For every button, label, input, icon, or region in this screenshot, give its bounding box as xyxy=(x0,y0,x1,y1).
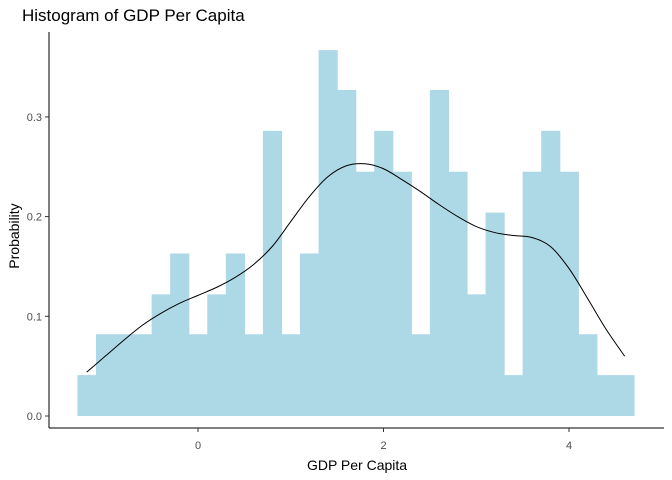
histogram-bar xyxy=(541,130,561,416)
histogram-bar xyxy=(244,334,264,416)
histogram-bar xyxy=(522,171,542,416)
histogram-bars xyxy=(77,50,635,416)
y-axis-title: Probability xyxy=(6,203,22,268)
histogram-bar xyxy=(281,334,301,416)
histogram-bar xyxy=(114,334,134,416)
y-axis-ticks: 0.0 0.1 0.2 0.3 xyxy=(27,112,49,423)
y-tick-label: 0.1 xyxy=(27,311,42,323)
histogram-bar xyxy=(300,253,320,416)
histogram-bar xyxy=(615,375,635,416)
x-axis-title: GDP Per Capita xyxy=(307,457,407,473)
histogram-bar xyxy=(411,334,431,416)
histogram-bar xyxy=(262,130,283,416)
histogram-bar xyxy=(392,171,412,416)
histogram-bar xyxy=(485,212,505,416)
histogram-bar xyxy=(337,89,357,416)
x-axis-ticks: 0 2 4 xyxy=(195,428,572,452)
histogram-bar xyxy=(77,375,97,416)
histogram-bar xyxy=(225,253,245,416)
y-tick-label: 0.0 xyxy=(27,411,42,423)
histogram-bar xyxy=(318,50,338,416)
chart-title: Histogram of GDP Per Capita xyxy=(22,6,245,25)
x-tick-label: 0 xyxy=(195,440,201,452)
x-tick-label: 2 xyxy=(380,440,386,452)
histogram-bar xyxy=(355,171,375,416)
histogram-bar xyxy=(448,171,468,416)
histogram-bar xyxy=(374,130,394,416)
x-tick-label: 4 xyxy=(566,440,572,452)
histogram-bar xyxy=(596,375,616,416)
histogram-bar xyxy=(133,334,153,416)
histogram-bar xyxy=(151,294,171,416)
histogram-bar xyxy=(559,171,579,416)
histogram-bar xyxy=(95,334,116,416)
y-tick-label: 0.3 xyxy=(27,112,42,124)
density-curve xyxy=(86,163,626,373)
histogram-bar xyxy=(504,375,524,416)
histogram-bar xyxy=(170,253,190,416)
y-tick-label: 0.2 xyxy=(27,212,42,224)
histogram-bar xyxy=(578,334,598,416)
histogram-bar xyxy=(207,294,227,416)
histogram-bar xyxy=(466,294,487,416)
histogram-bar xyxy=(188,334,208,416)
histogram-bar xyxy=(429,89,450,416)
